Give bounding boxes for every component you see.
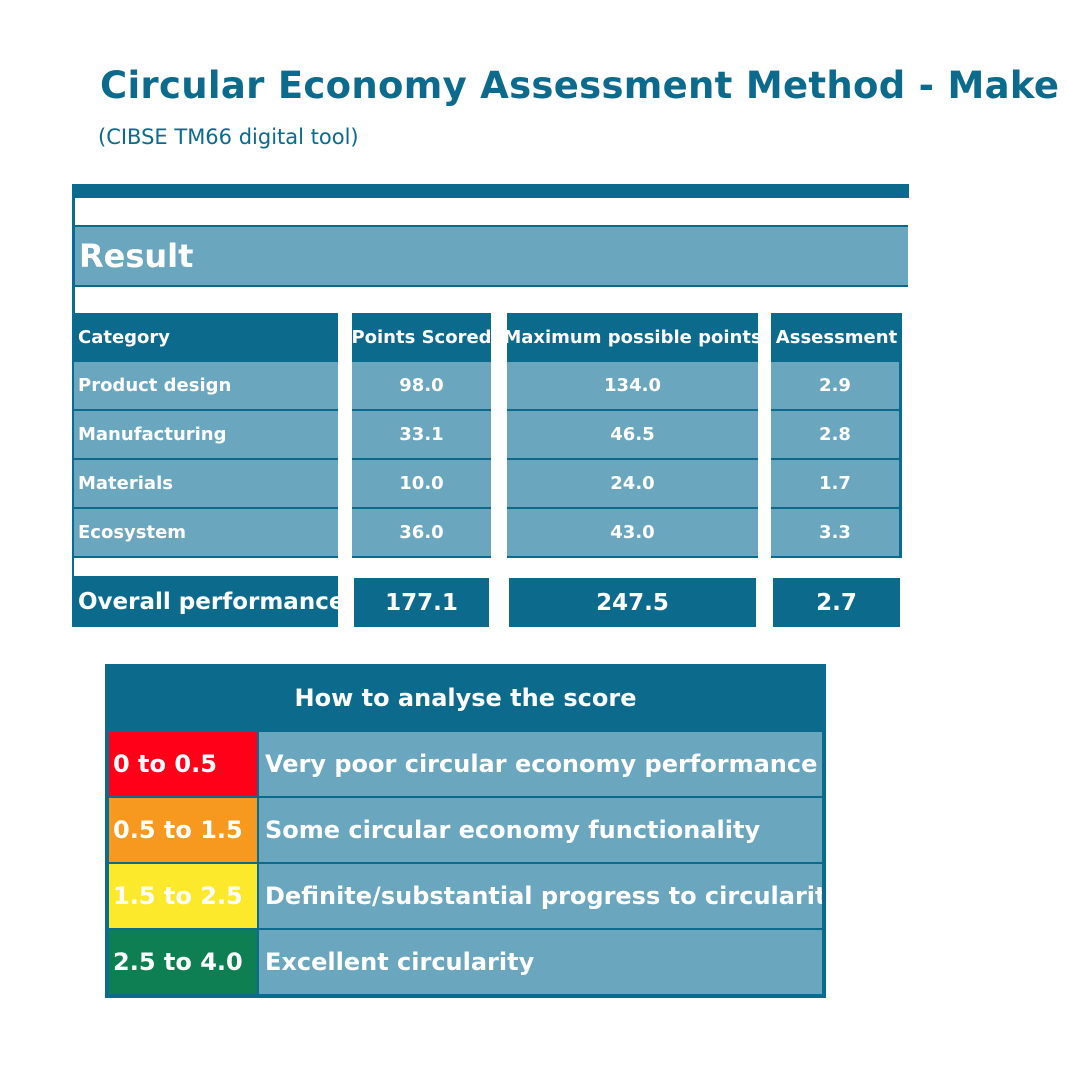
table-row-points: 33.1 xyxy=(352,411,491,460)
table-row-category: Materials xyxy=(74,460,338,509)
legend-title: How to analyse the score xyxy=(294,684,637,712)
result-table: Category Points Scored Maximum possible … xyxy=(74,313,902,627)
overall-max: 247.5 xyxy=(507,576,758,627)
table-row-max: 46.5 xyxy=(507,411,758,460)
table-row-max: 134.0 xyxy=(507,362,758,411)
table-row-category: Product design xyxy=(74,362,338,411)
table-row-max: 24.0 xyxy=(507,460,758,509)
page-subtitle: (CIBSE TM66 digital tool) xyxy=(98,125,359,149)
header-assessment: Assessment xyxy=(771,313,902,362)
table-row-points: 36.0 xyxy=(352,509,491,558)
overall-assessment: 2.7 xyxy=(771,576,902,627)
legend-range-3: 2.5 to 4.0 xyxy=(109,930,257,994)
legend-desc-1: Some circular economy functionality xyxy=(257,798,822,862)
top-border-bar xyxy=(72,184,909,198)
score-legend: How to analyse the score 0 to 0.5 Very p… xyxy=(105,664,826,998)
table-right-border xyxy=(899,313,902,558)
table-row-category: Ecosystem xyxy=(74,509,338,558)
overall-performance-label: Overall performance xyxy=(74,576,338,627)
legend-range-1: 0.5 to 1.5 xyxy=(109,798,257,862)
legend-range-0: 0 to 0.5 xyxy=(109,732,257,796)
table-row-points: 10.0 xyxy=(352,460,491,509)
page-title: Circular Economy Assessment Method - Mak… xyxy=(100,64,1060,107)
left-border-bar xyxy=(72,184,75,627)
header-max-points: Maximum possible points xyxy=(507,313,758,362)
table-row-assessment: 2.9 xyxy=(771,362,899,411)
result-section-header: Result xyxy=(75,225,908,287)
table-row-assessment: 1.7 xyxy=(771,460,899,509)
header-category: Category xyxy=(74,313,338,362)
result-label: Result xyxy=(79,237,194,275)
table-row-category: Manufacturing xyxy=(74,411,338,460)
overall-points: 177.1 xyxy=(352,576,491,627)
legend-range-2: 1.5 to 2.5 xyxy=(109,864,257,928)
table-row-assessment: 3.3 xyxy=(771,509,899,558)
legend-desc-0: Very poor circular economy performance xyxy=(257,732,822,796)
legend-desc-3: Excellent circularity xyxy=(257,930,822,994)
table-row-max: 43.0 xyxy=(507,509,758,558)
legend-desc-2: Definite/substantial progress to circula… xyxy=(257,864,822,928)
header-points-scored: Points Scored xyxy=(352,313,491,362)
table-row-assessment: 2.8 xyxy=(771,411,899,460)
table-row-points: 98.0 xyxy=(352,362,491,411)
